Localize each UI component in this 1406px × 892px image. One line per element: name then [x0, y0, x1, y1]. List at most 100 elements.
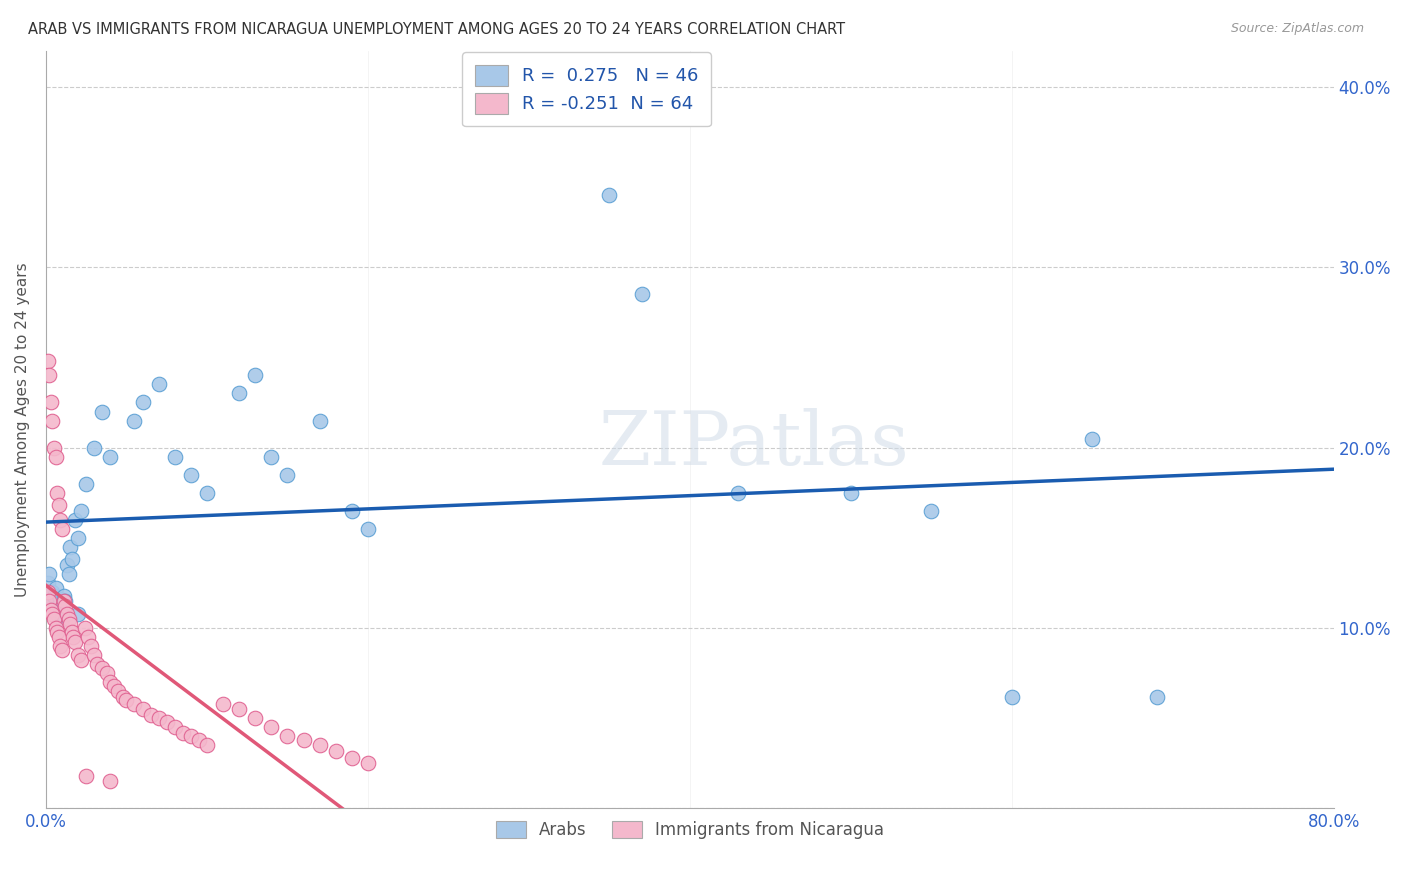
Point [920, 504, 942, 518]
Point [42, 612, 65, 626]
Point [51, 642, 73, 657]
Point [67, 531, 90, 545]
Point [59, 540, 82, 554]
Text: ZIPatlas: ZIPatlas [599, 409, 910, 481]
Point [598, 188, 620, 202]
Point [325, 744, 347, 758]
Point [180, 729, 202, 743]
Point [124, 413, 146, 427]
Point [48, 630, 70, 644]
Point [86, 657, 108, 672]
Point [308, 413, 330, 427]
Point [41, 607, 63, 621]
Point [62, 630, 84, 644]
Point [46, 485, 69, 500]
Point [38, 566, 60, 581]
Point [53, 599, 76, 614]
Point [56, 558, 79, 572]
Point [308, 739, 330, 753]
Point [107, 684, 129, 698]
Point [41, 585, 63, 599]
Point [38, 368, 60, 383]
Point [60, 624, 83, 639]
Point [80, 639, 103, 653]
Point [195, 739, 218, 753]
Point [45, 450, 67, 464]
Point [115, 693, 138, 707]
Point [63, 635, 86, 649]
Point [124, 697, 146, 711]
Point [163, 450, 186, 464]
Point [276, 729, 298, 743]
Point [48, 499, 70, 513]
Point [195, 485, 218, 500]
Point [76, 630, 98, 644]
Point [228, 702, 250, 716]
Point [98, 450, 121, 464]
Point [49, 513, 72, 527]
Point [58, 612, 80, 626]
Point [340, 751, 363, 765]
Point [37, 354, 59, 368]
Point [41, 413, 63, 427]
Point [51, 607, 73, 621]
Point [245, 368, 267, 383]
Point [187, 732, 209, 747]
Text: ARAB VS IMMIGRANTS FROM NICARAGUA UNEMPLOYMENT AMONG AGES 20 TO 24 YEARS CORRELA: ARAB VS IMMIGRANTS FROM NICARAGUA UNEMPL… [28, 22, 845, 37]
Point [83, 441, 105, 455]
Point [1001, 690, 1024, 704]
Point [163, 720, 186, 734]
Point [839, 485, 862, 500]
Point [51, 522, 73, 536]
Point [39, 603, 62, 617]
Legend: Arabs, Immigrants from Nicaragua: Arabs, Immigrants from Nicaragua [489, 814, 890, 846]
Point [148, 377, 170, 392]
Point [75, 769, 97, 783]
Point [46, 624, 69, 639]
Point [172, 725, 194, 739]
Point [245, 711, 267, 725]
Point [70, 653, 93, 667]
Point [91, 404, 114, 418]
Point [112, 690, 135, 704]
Point [148, 711, 170, 725]
Point [53, 594, 76, 608]
Point [67, 607, 90, 621]
Point [39, 395, 62, 409]
Point [292, 732, 315, 747]
Point [83, 648, 105, 662]
Point [139, 707, 162, 722]
Point [131, 395, 153, 409]
Point [98, 774, 121, 789]
Point [228, 386, 250, 401]
Point [52, 589, 75, 603]
Point [42, 589, 65, 603]
Y-axis label: Unemployment Among Ages 20 to 24 years: Unemployment Among Ages 20 to 24 years [15, 262, 30, 597]
Point [73, 621, 96, 635]
Point [48, 599, 70, 614]
Point [340, 504, 363, 518]
Point [70, 504, 93, 518]
Point [212, 697, 235, 711]
Point [131, 702, 153, 716]
Text: Source: ZipAtlas.com: Source: ZipAtlas.com [1230, 22, 1364, 36]
Point [45, 621, 67, 635]
Point [63, 513, 86, 527]
Point [260, 450, 283, 464]
Point [98, 675, 121, 690]
Point [260, 720, 283, 734]
Point [180, 467, 202, 482]
Point [37, 575, 59, 590]
Point [42, 441, 65, 455]
Point [91, 661, 114, 675]
Point [37, 585, 59, 599]
Point [56, 607, 79, 621]
Point [39, 594, 62, 608]
Point [67, 648, 90, 662]
Point [51, 612, 73, 626]
Point [75, 476, 97, 491]
Point [1081, 432, 1104, 446]
Point [103, 679, 125, 693]
Point [59, 617, 82, 632]
Point [45, 582, 67, 596]
